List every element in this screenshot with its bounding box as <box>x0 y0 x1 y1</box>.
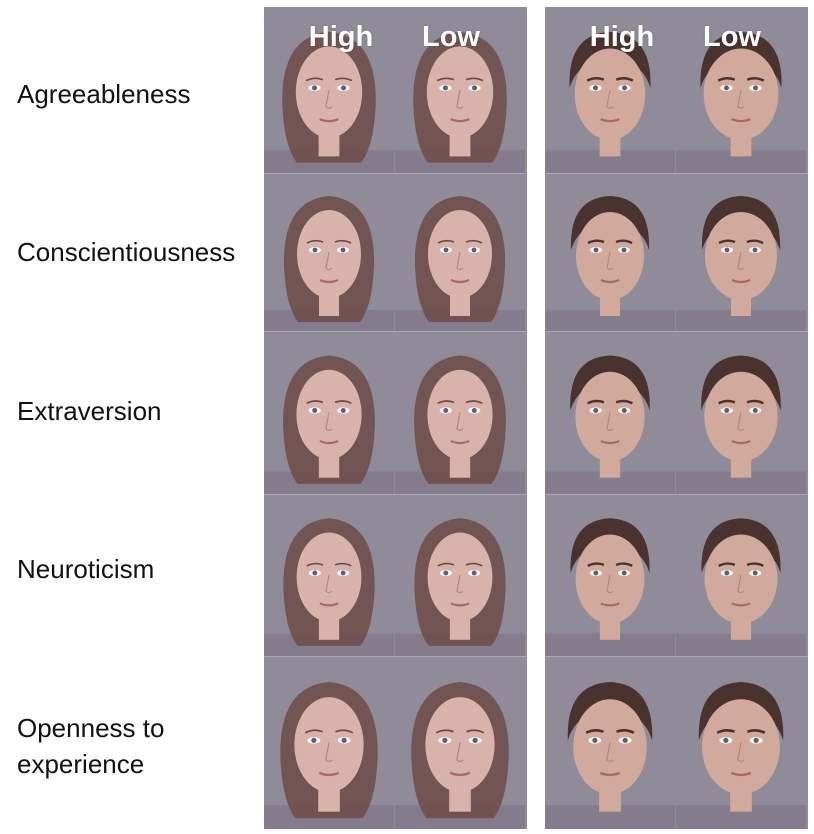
male-row-openness <box>545 656 808 829</box>
trait-label-agreeableness: Agreeableness <box>17 79 191 109</box>
female-row-conscientiousness <box>264 173 527 331</box>
male-face-extraversion-low <box>676 331 806 494</box>
male-face-agreeableness-low <box>676 7 806 173</box>
female-row-extraversion <box>264 331 527 494</box>
female-face-neuroticism-low <box>395 494 525 656</box>
male-face-conscientiousness-low <box>676 173 806 331</box>
female-row-divider <box>264 331 527 332</box>
male-face-openness-low <box>676 656 806 829</box>
male-row-divider <box>545 331 808 332</box>
male-face-neuroticism-high <box>545 494 675 656</box>
trait-label-openness-line1: Openness to <box>17 713 165 743</box>
male-face-extraversion-high <box>545 331 675 494</box>
male-face-neuroticism-low <box>676 494 806 656</box>
male-low-header: Low <box>703 21 761 53</box>
trait-label-extraversion: Extraversion <box>17 396 162 426</box>
female-low-header: Low <box>422 21 480 53</box>
female-high-header: High <box>308 21 374 53</box>
trait-label-neuroticism: Neuroticism <box>17 554 155 584</box>
trait-label-openness: Openness to experience <box>17 710 164 782</box>
female-face-panel: High Low <box>264 7 527 829</box>
male-row-agreeableness <box>545 7 808 173</box>
female-face-agreeableness-high <box>264 7 394 173</box>
male-row-extraversion <box>545 331 808 494</box>
female-face-extraversion-high <box>264 331 394 494</box>
male-face-openness-high <box>545 656 675 829</box>
female-face-conscientiousness-low <box>395 173 525 331</box>
female-face-conscientiousness-high <box>264 173 394 331</box>
male-face-panel: High Low <box>545 7 808 829</box>
female-row-divider <box>264 173 527 174</box>
female-row-agreeableness <box>264 7 527 173</box>
female-row-openness <box>264 656 527 829</box>
male-row-divider <box>545 494 808 495</box>
female-face-openness-low <box>395 656 525 829</box>
female-face-openness-high <box>264 656 394 829</box>
male-row-neuroticism <box>545 494 808 656</box>
female-row-divider <box>264 656 527 657</box>
trait-label-conscientiousness: Conscientiousness <box>17 237 236 267</box>
female-row-divider <box>264 494 527 495</box>
female-face-extraversion-low <box>395 331 525 494</box>
male-row-conscientiousness <box>545 173 808 331</box>
female-face-agreeableness-low <box>395 7 525 173</box>
female-face-neuroticism-high <box>264 494 394 656</box>
female-row-neuroticism <box>264 494 527 656</box>
trait-label-openness-line2: experience <box>17 749 145 779</box>
male-row-divider <box>545 173 808 174</box>
male-face-agreeableness-high <box>545 7 675 173</box>
male-face-conscientiousness-high <box>545 173 675 331</box>
male-high-header: High <box>589 21 655 53</box>
male-row-divider <box>545 656 808 657</box>
